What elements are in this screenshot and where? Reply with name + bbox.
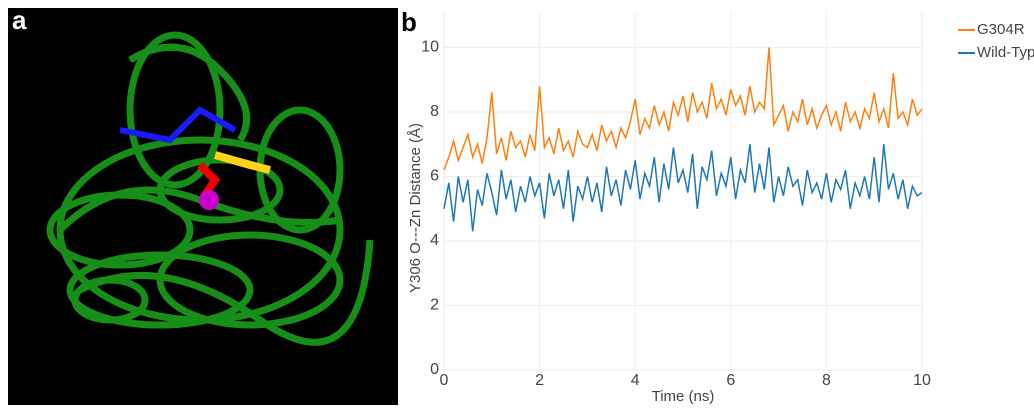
x-tick-label: 4: [631, 372, 640, 389]
x-tick-label: 2: [535, 372, 544, 389]
protein-image: a: [8, 5, 398, 405]
y-tick-label: 8: [430, 103, 439, 120]
panel-label: a: [12, 5, 27, 35]
ligand-blue: [119, 106, 237, 144]
y-tick-label: 2: [430, 297, 439, 314]
x-tick-label: 10: [913, 372, 931, 389]
legend-label: Wild-Type: [977, 44, 1034, 61]
x-tick-label: 8: [822, 372, 831, 389]
x-tick-label: 6: [726, 372, 735, 389]
x-tick-label: 0: [440, 372, 449, 389]
legend-label: G304R: [977, 21, 1025, 38]
series-line: [443, 144, 923, 232]
zinc-ion: [199, 190, 219, 210]
panel-label: b: [401, 7, 417, 37]
protein-ribbons: [46, 31, 374, 346]
x-axis-title: Time (ns): [652, 388, 715, 405]
y-tick-label: 4: [430, 232, 439, 249]
y-tick-label: 0: [430, 361, 439, 378]
y-tick-label: 6: [430, 168, 439, 185]
series-line: [443, 47, 923, 171]
residue-yellow: [213, 151, 271, 174]
y-tick-label: 10: [421, 39, 439, 56]
residue-red: [197, 162, 221, 198]
y-axis-title: Y306 O---Zn Distance (Å): [407, 123, 424, 293]
